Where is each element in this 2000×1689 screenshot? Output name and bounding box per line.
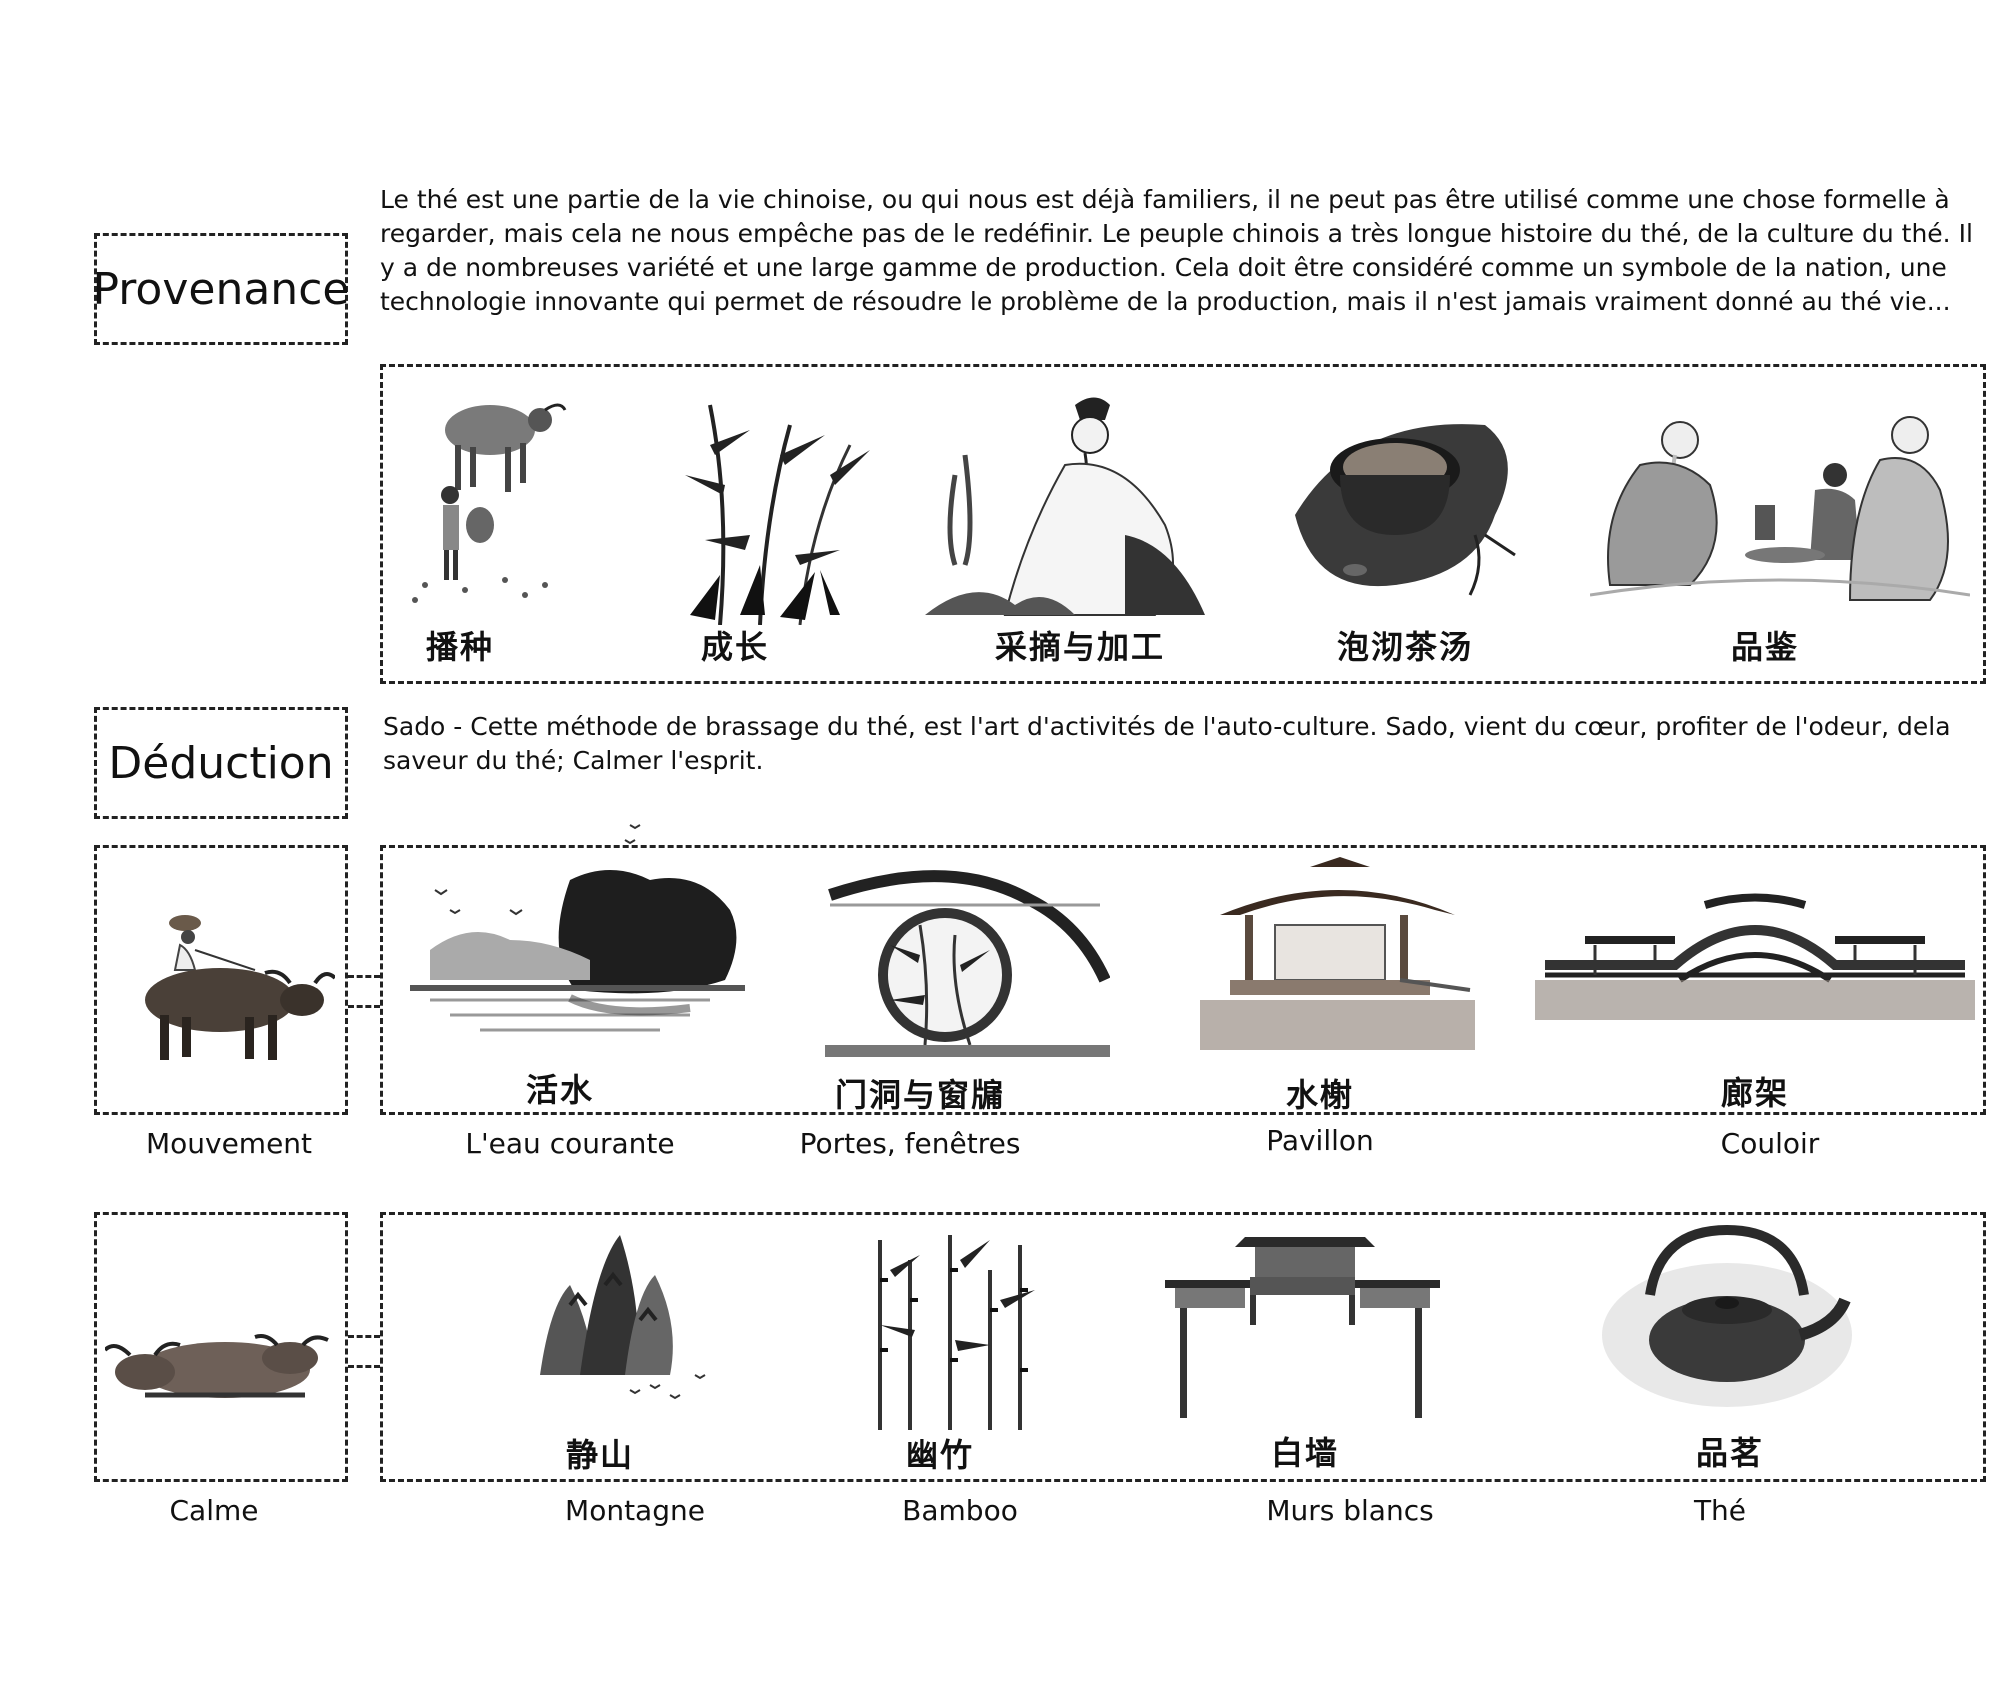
sowing-ox-boy-icon [412, 403, 567, 603]
moon-gate-icon [825, 870, 1110, 1057]
resting-buffalo-icon [105, 1334, 329, 1398]
tea-cn: 品茗 [1695, 1434, 1764, 1472]
scholar-picking-icon [925, 397, 1205, 616]
pavilion-icon [1200, 857, 1475, 1050]
teapot-icon [1602, 1225, 1852, 1407]
corridor-caption: Couloir [1720, 1127, 1820, 1160]
calme-items-box [380, 1212, 1986, 1482]
white-wall-cn: 白墙 [1270, 1434, 1339, 1472]
mountain-cn: 静山 [565, 1436, 634, 1474]
water-caption: L'eau courante [465, 1127, 675, 1160]
mountain-ink-icon [540, 1235, 706, 1400]
gate-window-caption: Portes, fenêtres [799, 1127, 1021, 1160]
stage-5-cn: 品鉴 [1730, 628, 1799, 666]
stage-3-cn: 采摘与加工 [995, 628, 1166, 666]
white-wall-caption: Murs blancs [1266, 1494, 1434, 1527]
stage-4-cn: 泡沏茶汤 [1336, 628, 1473, 666]
archway-gate-icon [1165, 1237, 1440, 1418]
arched-bridge-icon [1535, 893, 1975, 1020]
mouvement-label: Mouvement [145, 1127, 313, 1160]
provenance-stages-box [380, 364, 1986, 684]
deduction-text: Sado - Cette méthode de brassage du thé,… [383, 712, 1951, 775]
buffalo-rider-icon [145, 915, 335, 1060]
bamboo-cn: 幽竹 [905, 1436, 974, 1474]
mouvement-connector-bottom [348, 1005, 380, 1008]
mouvement-connector-top [348, 975, 380, 978]
bamboo-grove-icon [878, 1235, 1035, 1430]
pavilion-cn: 水榭 [1285, 1076, 1354, 1114]
elders-tasting-icon [1590, 416, 1970, 601]
bamboo-caption: Bamboo [902, 1494, 1018, 1527]
calme-connector-top [348, 1335, 380, 1338]
landscape-water-icon [410, 824, 745, 1032]
stage-1-cn: 播种 [425, 628, 494, 666]
water-cn: 活水 [525, 1071, 594, 1109]
deduction-heading-box [94, 707, 348, 819]
provenance-heading: Provenance [92, 263, 350, 315]
tea-cup-icon [1295, 424, 1516, 596]
calme-label: Calme [169, 1494, 259, 1527]
stage-2-cn: 成长 [700, 628, 769, 666]
mountain-caption: Montagne [565, 1494, 705, 1527]
pavilion-caption: Pavillon [1266, 1124, 1374, 1157]
mouvement-items-box [380, 845, 1986, 1115]
corridor-cn: 廊架 [1720, 1074, 1789, 1112]
provenance-text: Le thé est une partie de la vie chinoise… [380, 185, 1973, 316]
calme-label-box [94, 1212, 348, 1482]
tea-caption: Thé [1693, 1494, 1747, 1527]
gate-window-cn: 门洞与窗牖 [834, 1076, 1005, 1114]
calme-connector-bottom [348, 1365, 380, 1368]
bamboo-growth-icon [685, 404, 870, 625]
provenance-heading-box [94, 233, 348, 345]
deduction-heading: Déduction [108, 737, 334, 789]
mouvement-label-box [94, 845, 348, 1115]
